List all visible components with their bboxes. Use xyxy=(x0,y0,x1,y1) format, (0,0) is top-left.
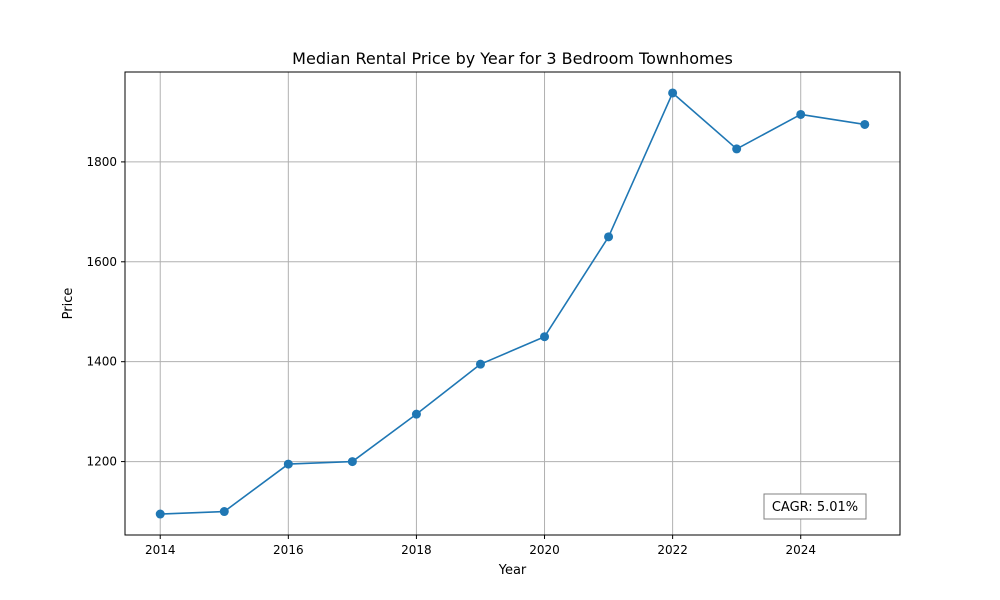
data-point-2015 xyxy=(219,507,229,517)
x-tick-label: 2016 xyxy=(273,543,304,557)
x-tick-label: 2020 xyxy=(529,543,560,557)
y-tick-label: 1800 xyxy=(86,155,117,169)
data-point-2021 xyxy=(604,232,614,242)
data-point-2024 xyxy=(796,109,806,119)
axis-ticks: 2014 2016 2018 2020 2022 2024 1200 1400 1600 1800 xyxy=(86,155,816,557)
y-tick-label: 1200 xyxy=(86,455,117,469)
data-point-2016 xyxy=(283,459,293,469)
series-line xyxy=(160,92,865,515)
y-tick-label: 1400 xyxy=(86,355,117,369)
data-point-2017 xyxy=(347,457,357,467)
x-tick-label: 2022 xyxy=(657,543,688,557)
x-axis-label: Year xyxy=(498,563,527,578)
grid-lines xyxy=(125,72,900,535)
y-tick-label: 1600 xyxy=(86,255,117,269)
chart-title: Median Rental Price by Year for 3 Bedroo… xyxy=(292,49,733,68)
x-tick-label: 2018 xyxy=(401,543,432,557)
data-point-2014 xyxy=(155,509,165,519)
cagr-annotation: CAGR: 5.01% xyxy=(763,493,867,520)
y-axis-label: Price xyxy=(61,288,76,320)
x-tick-label: 2024 xyxy=(785,543,816,557)
x-tick-label: 2014 xyxy=(145,543,176,557)
data-point-2020 xyxy=(540,332,550,342)
data-point-2025 xyxy=(860,119,870,129)
data-point-2023 xyxy=(732,144,742,154)
data-point-2018 xyxy=(411,409,421,419)
data-point-2022 xyxy=(668,88,678,98)
series-group xyxy=(155,88,870,519)
data-point-2019 xyxy=(475,359,485,369)
plot-frame xyxy=(124,71,901,536)
annotation-box xyxy=(763,493,867,520)
annotation-text: CAGR: 5.01% xyxy=(772,500,858,515)
